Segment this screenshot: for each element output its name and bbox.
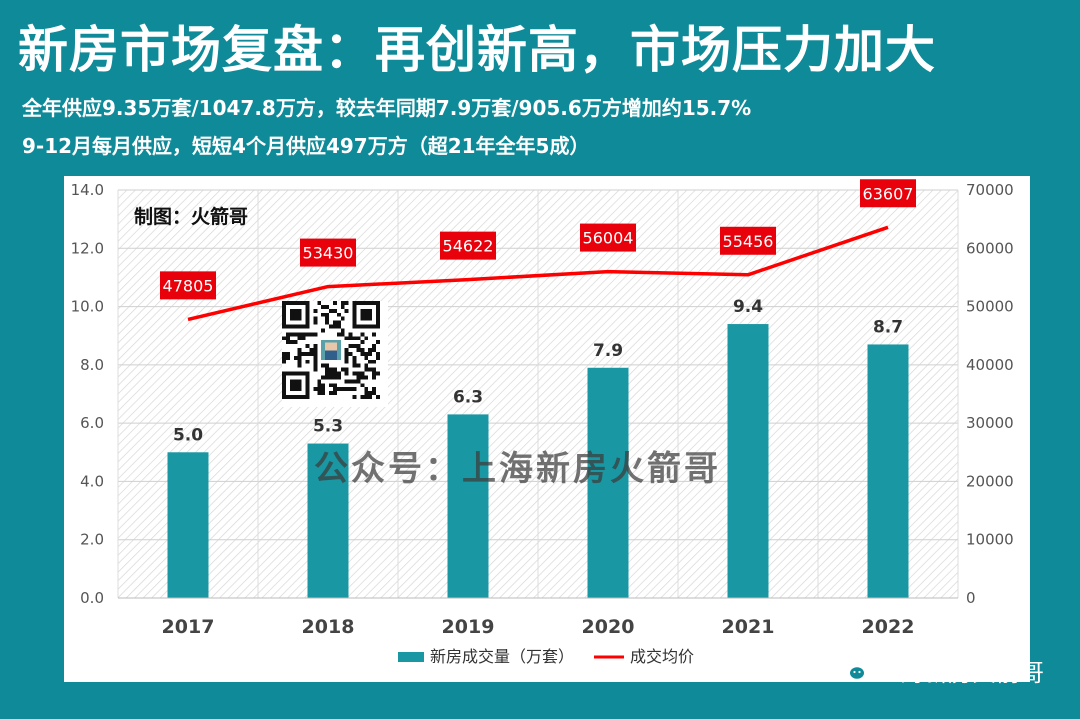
price-label: 53430 [300, 238, 356, 267]
price-label: 54622 [440, 231, 496, 260]
right-axis-tick-label: 0 [966, 589, 976, 607]
left-axis-tick-label: 2.0 [80, 531, 104, 549]
right-axis-tick-label: 60000 [966, 239, 1014, 257]
price-label-box [440, 231, 496, 260]
right-axis-tick-label: 50000 [966, 298, 1014, 316]
x-axis-tick-label: 2019 [442, 616, 495, 638]
price-label-text: 47805 [163, 276, 214, 295]
footer-brand-label: 上海新房火箭哥 [876, 659, 1044, 687]
footer-brand: 上海新房火箭哥 [838, 653, 1044, 688]
qr-code [282, 301, 388, 407]
bar-value-label: 7.9 [593, 341, 623, 361]
bar [447, 414, 489, 598]
x-axis-tick-label: 2018 [302, 616, 355, 638]
left-axis-tick-label: 10.0 [71, 298, 104, 316]
price-label: 63607 [860, 179, 916, 208]
right-axis-tick-label: 40000 [966, 356, 1014, 374]
price-label-text: 56004 [583, 229, 634, 248]
qr-code-image [282, 301, 380, 399]
price-label: 47805 [160, 271, 216, 300]
bar [167, 452, 209, 598]
x-axis-tick-label: 2020 [582, 616, 635, 638]
legend-line-label: 成交均价 [630, 647, 694, 666]
left-axis-tick-label: 12.0 [71, 239, 104, 257]
bar [307, 443, 349, 598]
page-title: 新房市场复盘：再创新高，市场压力加大 [18, 21, 936, 79]
bar [727, 324, 769, 598]
right-axis-tick-label: 30000 [966, 414, 1014, 432]
price-label-text: 55456 [723, 232, 774, 251]
watermark: 公众号：上海新房火箭哥 [314, 449, 721, 489]
x-axis-tick-label: 2021 [722, 616, 775, 638]
left-axis-tick-label: 8.0 [80, 356, 104, 374]
chart-panel: 0.0 2.0 4.0 6.0 8.0 10.0 12.0 14.0 0 10000 20000 3… [64, 176, 1030, 682]
x-axis-tick-label: 2017 [162, 616, 215, 638]
bar-value-label: 5.0 [173, 425, 203, 445]
price-label-text: 63607 [863, 184, 914, 203]
left-axis-tick-label: 0.0 [80, 589, 104, 607]
bar-value-label: 9.4 [733, 297, 763, 317]
price-label: 55456 [720, 226, 776, 255]
price-label: 56004 [580, 223, 636, 252]
price-label-box [580, 223, 636, 252]
left-axis-tick-label: 6.0 [80, 414, 104, 432]
left-axis-tick-label: 4.0 [80, 472, 104, 490]
summary-line-2: 9-12月每月供应，短短4个月供应497万方（超21年全年5成） [22, 134, 590, 158]
chart-credit: 制图：火箭哥 [134, 206, 249, 228]
combo-chart: 0.0 2.0 4.0 6.0 8.0 10.0 12.0 14.0 0 10000 20000 3… [71, 179, 1014, 666]
left-axis-tick-label: 14.0 [71, 181, 104, 199]
price-label-box [300, 238, 356, 267]
summary-line-1: 全年供应9.35万套/1047.8万方，较去年同期7.9万套/905.6万方增加… [22, 96, 752, 120]
price-label-box [160, 271, 216, 300]
bar [587, 367, 629, 598]
legend: 新房成交量（万套） 成交均价 [398, 647, 694, 666]
price-label-box [720, 226, 776, 255]
legend-bar-swatch [398, 652, 424, 662]
bar-value-label: 8.7 [873, 317, 903, 337]
bar [867, 344, 909, 598]
right-axis-tick-label: 70000 [966, 181, 1014, 199]
right-axis-tick-label: 10000 [966, 531, 1014, 549]
legend-bar-label: 新房成交量（万套） [430, 647, 574, 666]
wechat-icon [839, 659, 866, 681]
right-axis-tick-label: 20000 [966, 472, 1014, 490]
bar-value-label: 5.3 [313, 417, 343, 437]
bar-value-label: 6.3 [453, 387, 483, 407]
price-line [187, 225, 889, 322]
price-label-text: 53430 [303, 244, 354, 263]
x-axis-tick-label: 2022 [862, 616, 915, 638]
price-label-box [860, 179, 916, 208]
price-label-text: 54622 [443, 237, 494, 256]
